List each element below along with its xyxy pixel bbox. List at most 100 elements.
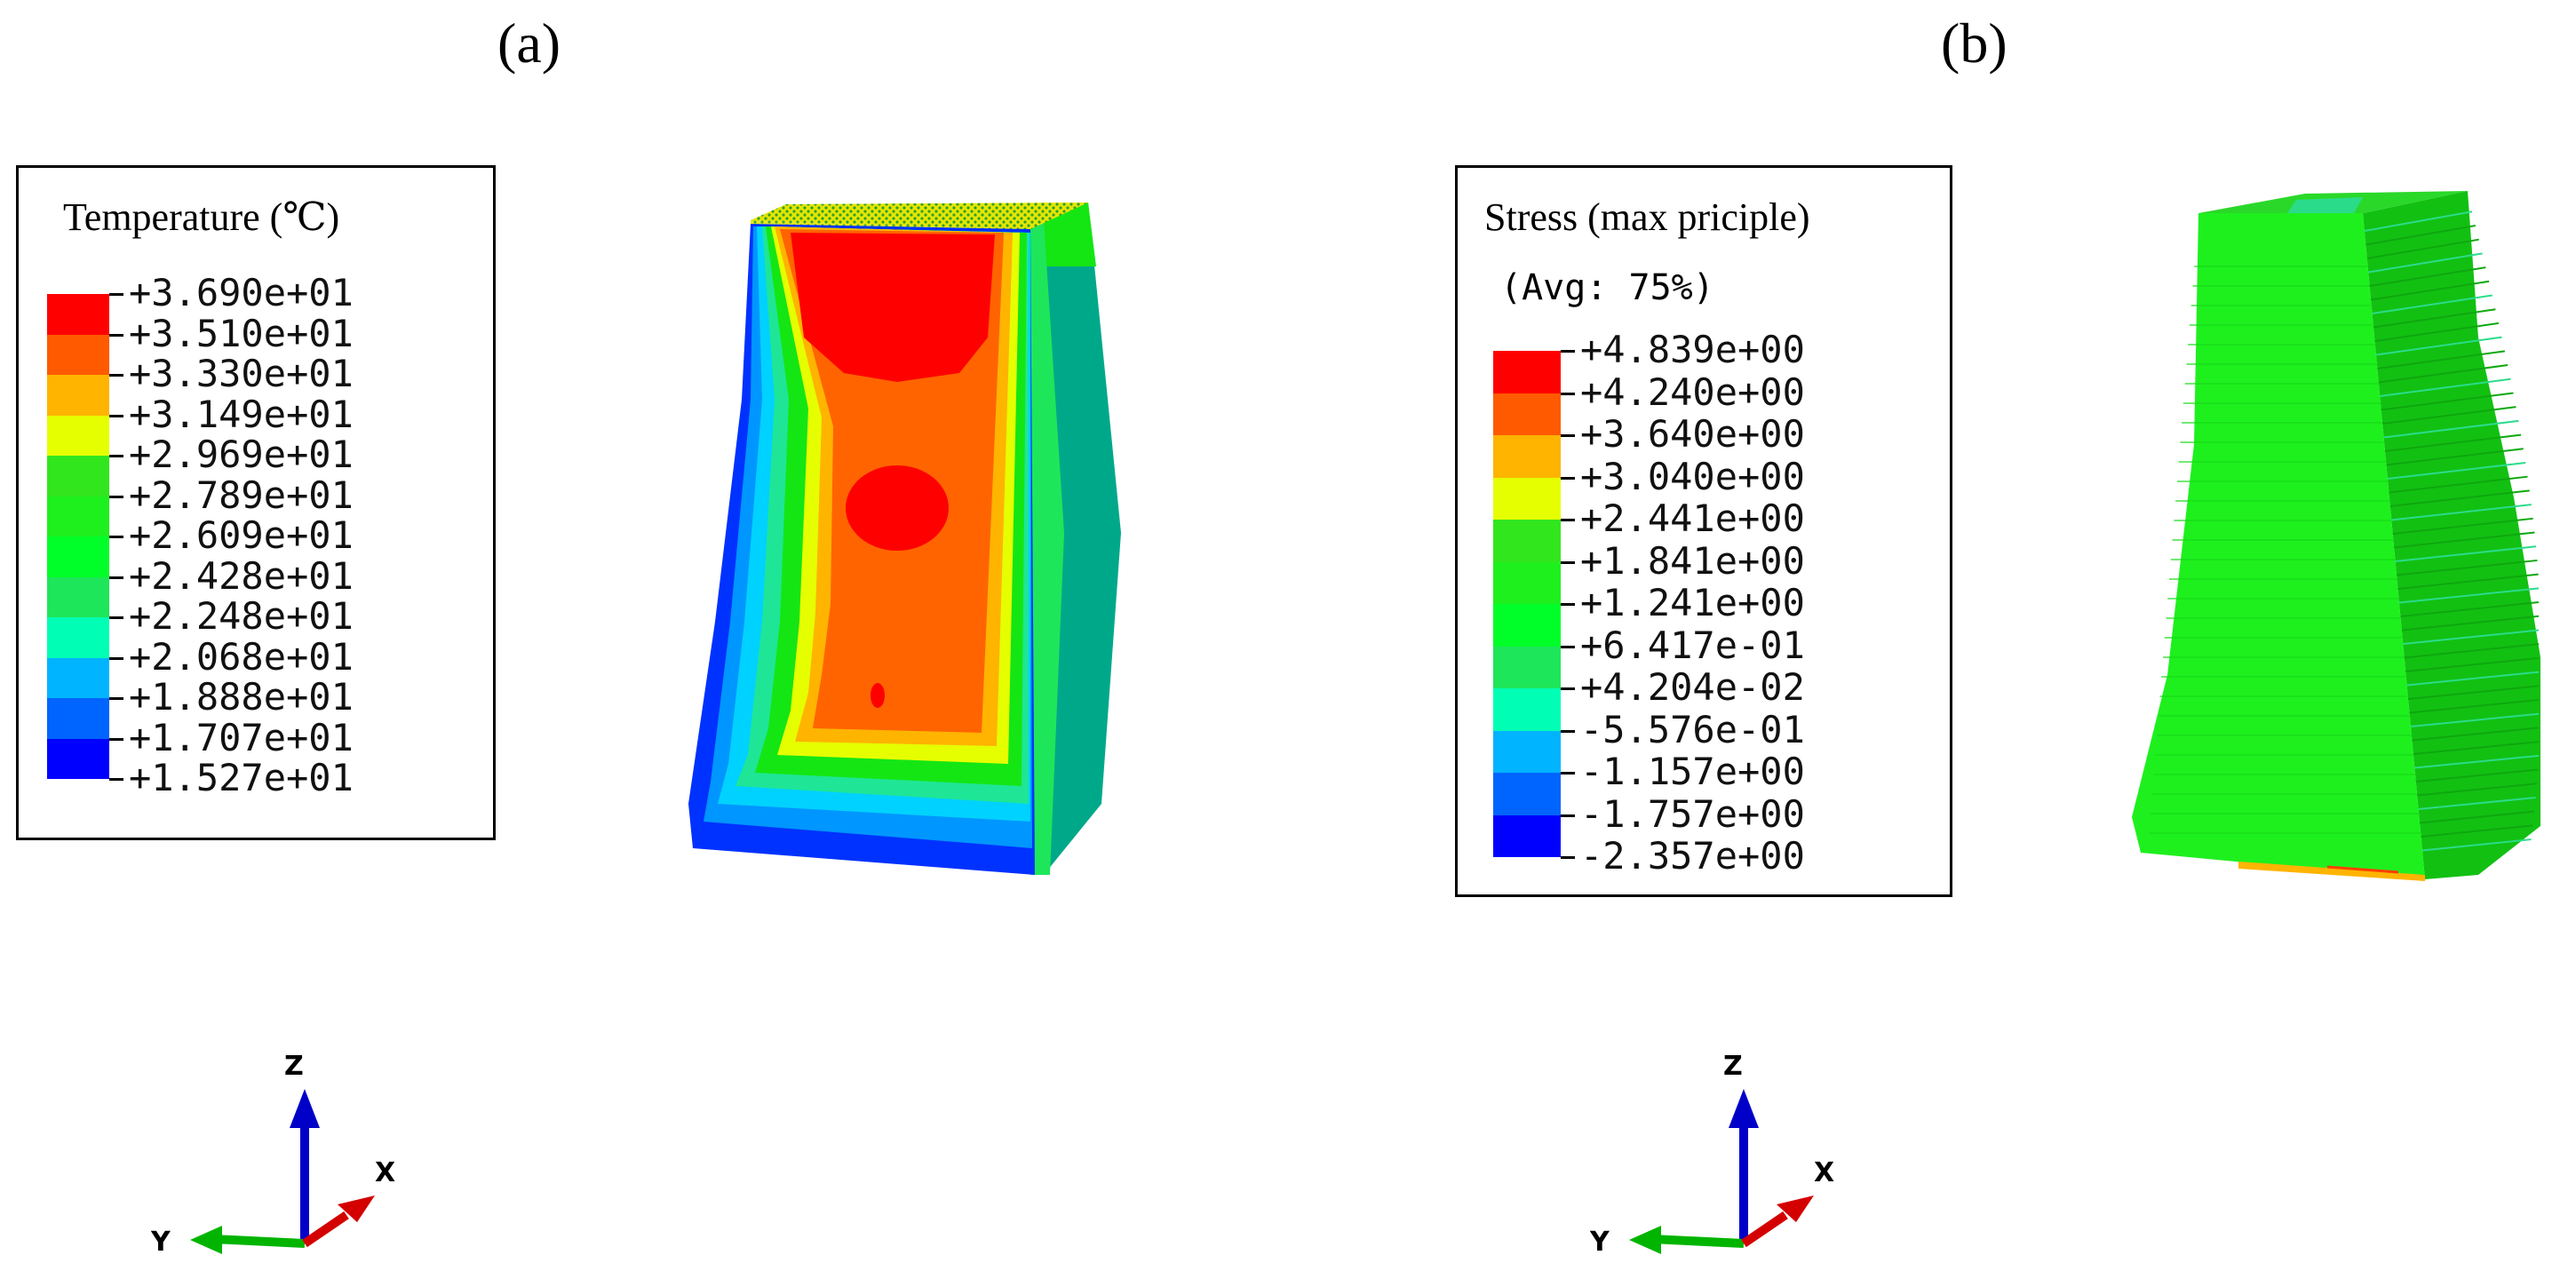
layer-stripe <box>2395 545 2537 562</box>
scale-value: +3.510e+01 <box>129 311 354 355</box>
layer-stripe <box>2387 461 2526 480</box>
color-swatch <box>1493 520 1561 562</box>
z-arrow-icon <box>290 1089 320 1128</box>
scale-tick <box>109 576 123 579</box>
layer-stripe <box>2391 504 2532 521</box>
scale-tick <box>109 374 123 377</box>
scale-value: +3.690e+01 <box>129 271 354 314</box>
scale-tick <box>109 414 123 417</box>
layer-stripe <box>2407 685 2540 700</box>
layer-stripe <box>2403 629 2540 645</box>
layer-stripe <box>2406 671 2540 687</box>
axis-z-label: Z <box>284 1051 304 1082</box>
layer-stripe <box>2409 699 2540 714</box>
color-swatch <box>47 617 109 658</box>
layer-stripe <box>2412 727 2540 742</box>
layer-stripe <box>2415 768 2539 782</box>
scale-tick <box>109 737 123 741</box>
color-scale <box>1458 168 1950 894</box>
color-swatch <box>47 375 109 416</box>
layer-stripe <box>2417 782 2538 797</box>
layer-stripe <box>2384 433 2522 452</box>
color-swatch <box>47 415 109 456</box>
axis-y-label: Y <box>150 1227 171 1258</box>
scale-tick <box>1561 560 1575 564</box>
color-swatch <box>47 294 109 335</box>
color-swatch <box>47 536 109 577</box>
color-swatch <box>47 738 109 779</box>
scale-tick <box>109 778 123 781</box>
layer-stripe <box>2372 294 2493 314</box>
scale-value: +1.707e+01 <box>129 715 354 759</box>
color-swatch <box>1493 604 1561 647</box>
axis-x-label: X <box>1814 1157 1834 1188</box>
scale-tick <box>109 293 123 296</box>
scale-value: +2.441e+00 <box>1580 497 1805 540</box>
layer-stripe <box>2410 712 2540 727</box>
scale-value: +1.527e+01 <box>129 756 354 799</box>
scale-value: +1.841e+00 <box>1580 538 1805 583</box>
layer-stripe <box>2380 377 2511 397</box>
layer-stripe <box>2386 448 2524 466</box>
scale-value: +2.248e+01 <box>129 594 354 638</box>
scale-tick <box>109 697 123 700</box>
color-swatch <box>47 334 109 375</box>
scale-tick <box>1561 476 1575 480</box>
layer-stripe <box>2365 224 2477 246</box>
scale-value: +3.330e+01 <box>129 352 354 395</box>
layer-stripe <box>2401 615 2540 632</box>
layer-stripe <box>2375 336 2502 356</box>
scale-tick <box>1561 729 1575 733</box>
layer-stripe <box>2413 741 2540 755</box>
model-side-face <box>2363 191 2540 879</box>
scale-tick <box>109 656 123 660</box>
scale-tick <box>1561 772 1575 775</box>
scale-value: -2.357e+00 <box>1580 834 1805 878</box>
legend-title: Temperature (℃) <box>63 195 340 239</box>
color-swatch <box>1493 814 1561 857</box>
scale-tick <box>1561 856 1575 859</box>
scale-value: +3.040e+00 <box>1580 454 1805 498</box>
layer-stripes <box>2149 211 2540 852</box>
color-swatch <box>1493 561 1561 604</box>
layer-stripe <box>2374 322 2500 342</box>
panel-label-b: (b) <box>1941 12 2008 75</box>
scale-tick <box>1561 645 1575 648</box>
scale-value: +2.789e+01 <box>129 473 354 517</box>
color-swatch <box>47 496 109 536</box>
scale-value: +2.969e+01 <box>129 433 354 476</box>
scale-value: +4.240e+00 <box>1580 369 1805 414</box>
layer-stripe <box>2421 824 2533 838</box>
axis-z-label: Z <box>1723 1051 1743 1082</box>
scale-tick <box>1561 603 1575 606</box>
layer-stripe <box>2421 838 2532 852</box>
layer-stripe <box>2405 656 2540 672</box>
scale-value: +3.640e+00 <box>1580 412 1805 456</box>
layer-stripe <box>2394 531 2535 549</box>
layer-stripe <box>2396 559 2538 576</box>
color-swatch <box>1493 730 1561 773</box>
scale-value: +3.149e+01 <box>129 392 354 436</box>
layer-stripe <box>2378 364 2508 384</box>
scale-value: +2.428e+01 <box>129 553 354 598</box>
scale-tick <box>109 455 123 457</box>
layer-stripe <box>2398 587 2540 604</box>
color-swatch <box>47 698 109 739</box>
scale-tick <box>109 536 123 538</box>
layer-stripe <box>2404 643 2540 659</box>
y-arrow-icon <box>1629 1226 1661 1254</box>
color-swatch <box>1493 688 1561 731</box>
layer-stripe <box>2400 601 2540 617</box>
scale-value: +4.204e-02 <box>1580 665 1805 709</box>
scale-tick <box>1561 392 1575 395</box>
z-arrow-icon <box>1729 1089 1759 1128</box>
color-swatch <box>47 456 109 497</box>
scale-value: -1.757e+00 <box>1580 791 1805 836</box>
x-arrow-icon <box>338 1196 375 1222</box>
scale-value: +2.068e+01 <box>129 634 354 679</box>
color-swatch <box>47 657 109 698</box>
axis-x-label: X <box>375 1157 395 1188</box>
scale-tick <box>1561 814 1575 817</box>
scale-value: +4.839e+00 <box>1580 328 1805 371</box>
